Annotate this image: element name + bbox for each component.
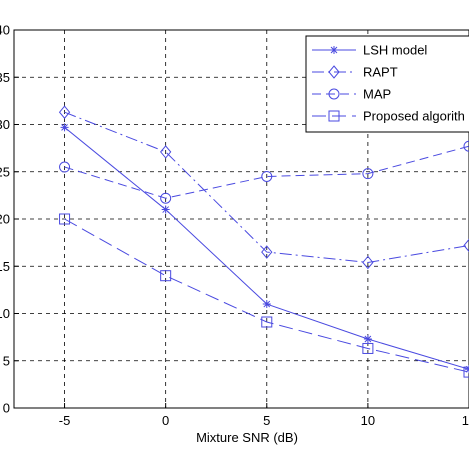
y-tick-label: 35 (0, 70, 10, 85)
series-asterisk (60, 123, 469, 374)
x-tick-label: 10 (361, 413, 375, 428)
legend-marker (328, 110, 340, 122)
legend-marker (328, 65, 340, 79)
legend-label: RAPT (363, 65, 398, 80)
y-tick-label: 0 (3, 401, 10, 416)
series-circle (59, 140, 469, 204)
data-point (362, 342, 374, 354)
x-tick-label: -5 (59, 413, 71, 428)
data-point (362, 255, 374, 270)
data-point (262, 300, 271, 309)
data-point (261, 245, 273, 259)
legend-label: LSH model (363, 43, 427, 58)
y-tick-label: 25 (0, 164, 10, 179)
series-diamond (58, 105, 469, 270)
y-tick-label: 5 (3, 353, 10, 368)
data-point (261, 170, 273, 182)
x-tick-label: 15 (462, 413, 469, 428)
series-line (64, 111, 469, 263)
series-layer (58, 105, 469, 378)
data-point (160, 192, 172, 204)
data-point (160, 270, 172, 282)
data-point (60, 123, 69, 132)
x-tick-label: 5 (263, 413, 270, 428)
y-tick-label: 40 (0, 23, 10, 38)
legend-label: Proposed algorith (363, 109, 465, 124)
legend-marker (328, 88, 340, 100)
data-point (362, 168, 374, 180)
series-square (59, 213, 469, 378)
data-point (161, 205, 170, 214)
series-line (64, 145, 469, 199)
x-tick-label: 0 (162, 413, 169, 428)
data-point (261, 316, 273, 328)
y-tick-label: 10 (0, 306, 10, 321)
data-point (463, 238, 469, 253)
data-point (160, 145, 172, 159)
legend-label: MAP (363, 87, 391, 102)
series-line (64, 218, 469, 373)
legend: LSH model RAPT MAP Proposed algorith (305, 35, 469, 133)
data-point (363, 335, 372, 344)
data-point (463, 366, 469, 378)
data-point (59, 161, 71, 173)
axes: -5 0 5 10 15 0 5 10 15 20 25 30 35 40 (0, 23, 469, 428)
data-point (58, 105, 71, 119)
y-tick-label: 30 (0, 117, 10, 132)
x-axis-label: Mixture SNR (dB) (196, 430, 298, 445)
y-tick-label: 15 (0, 259, 10, 274)
y-tick-label: 20 (0, 212, 10, 227)
legend-marker (330, 46, 338, 54)
data-point (59, 213, 71, 225)
data-point (463, 140, 469, 152)
